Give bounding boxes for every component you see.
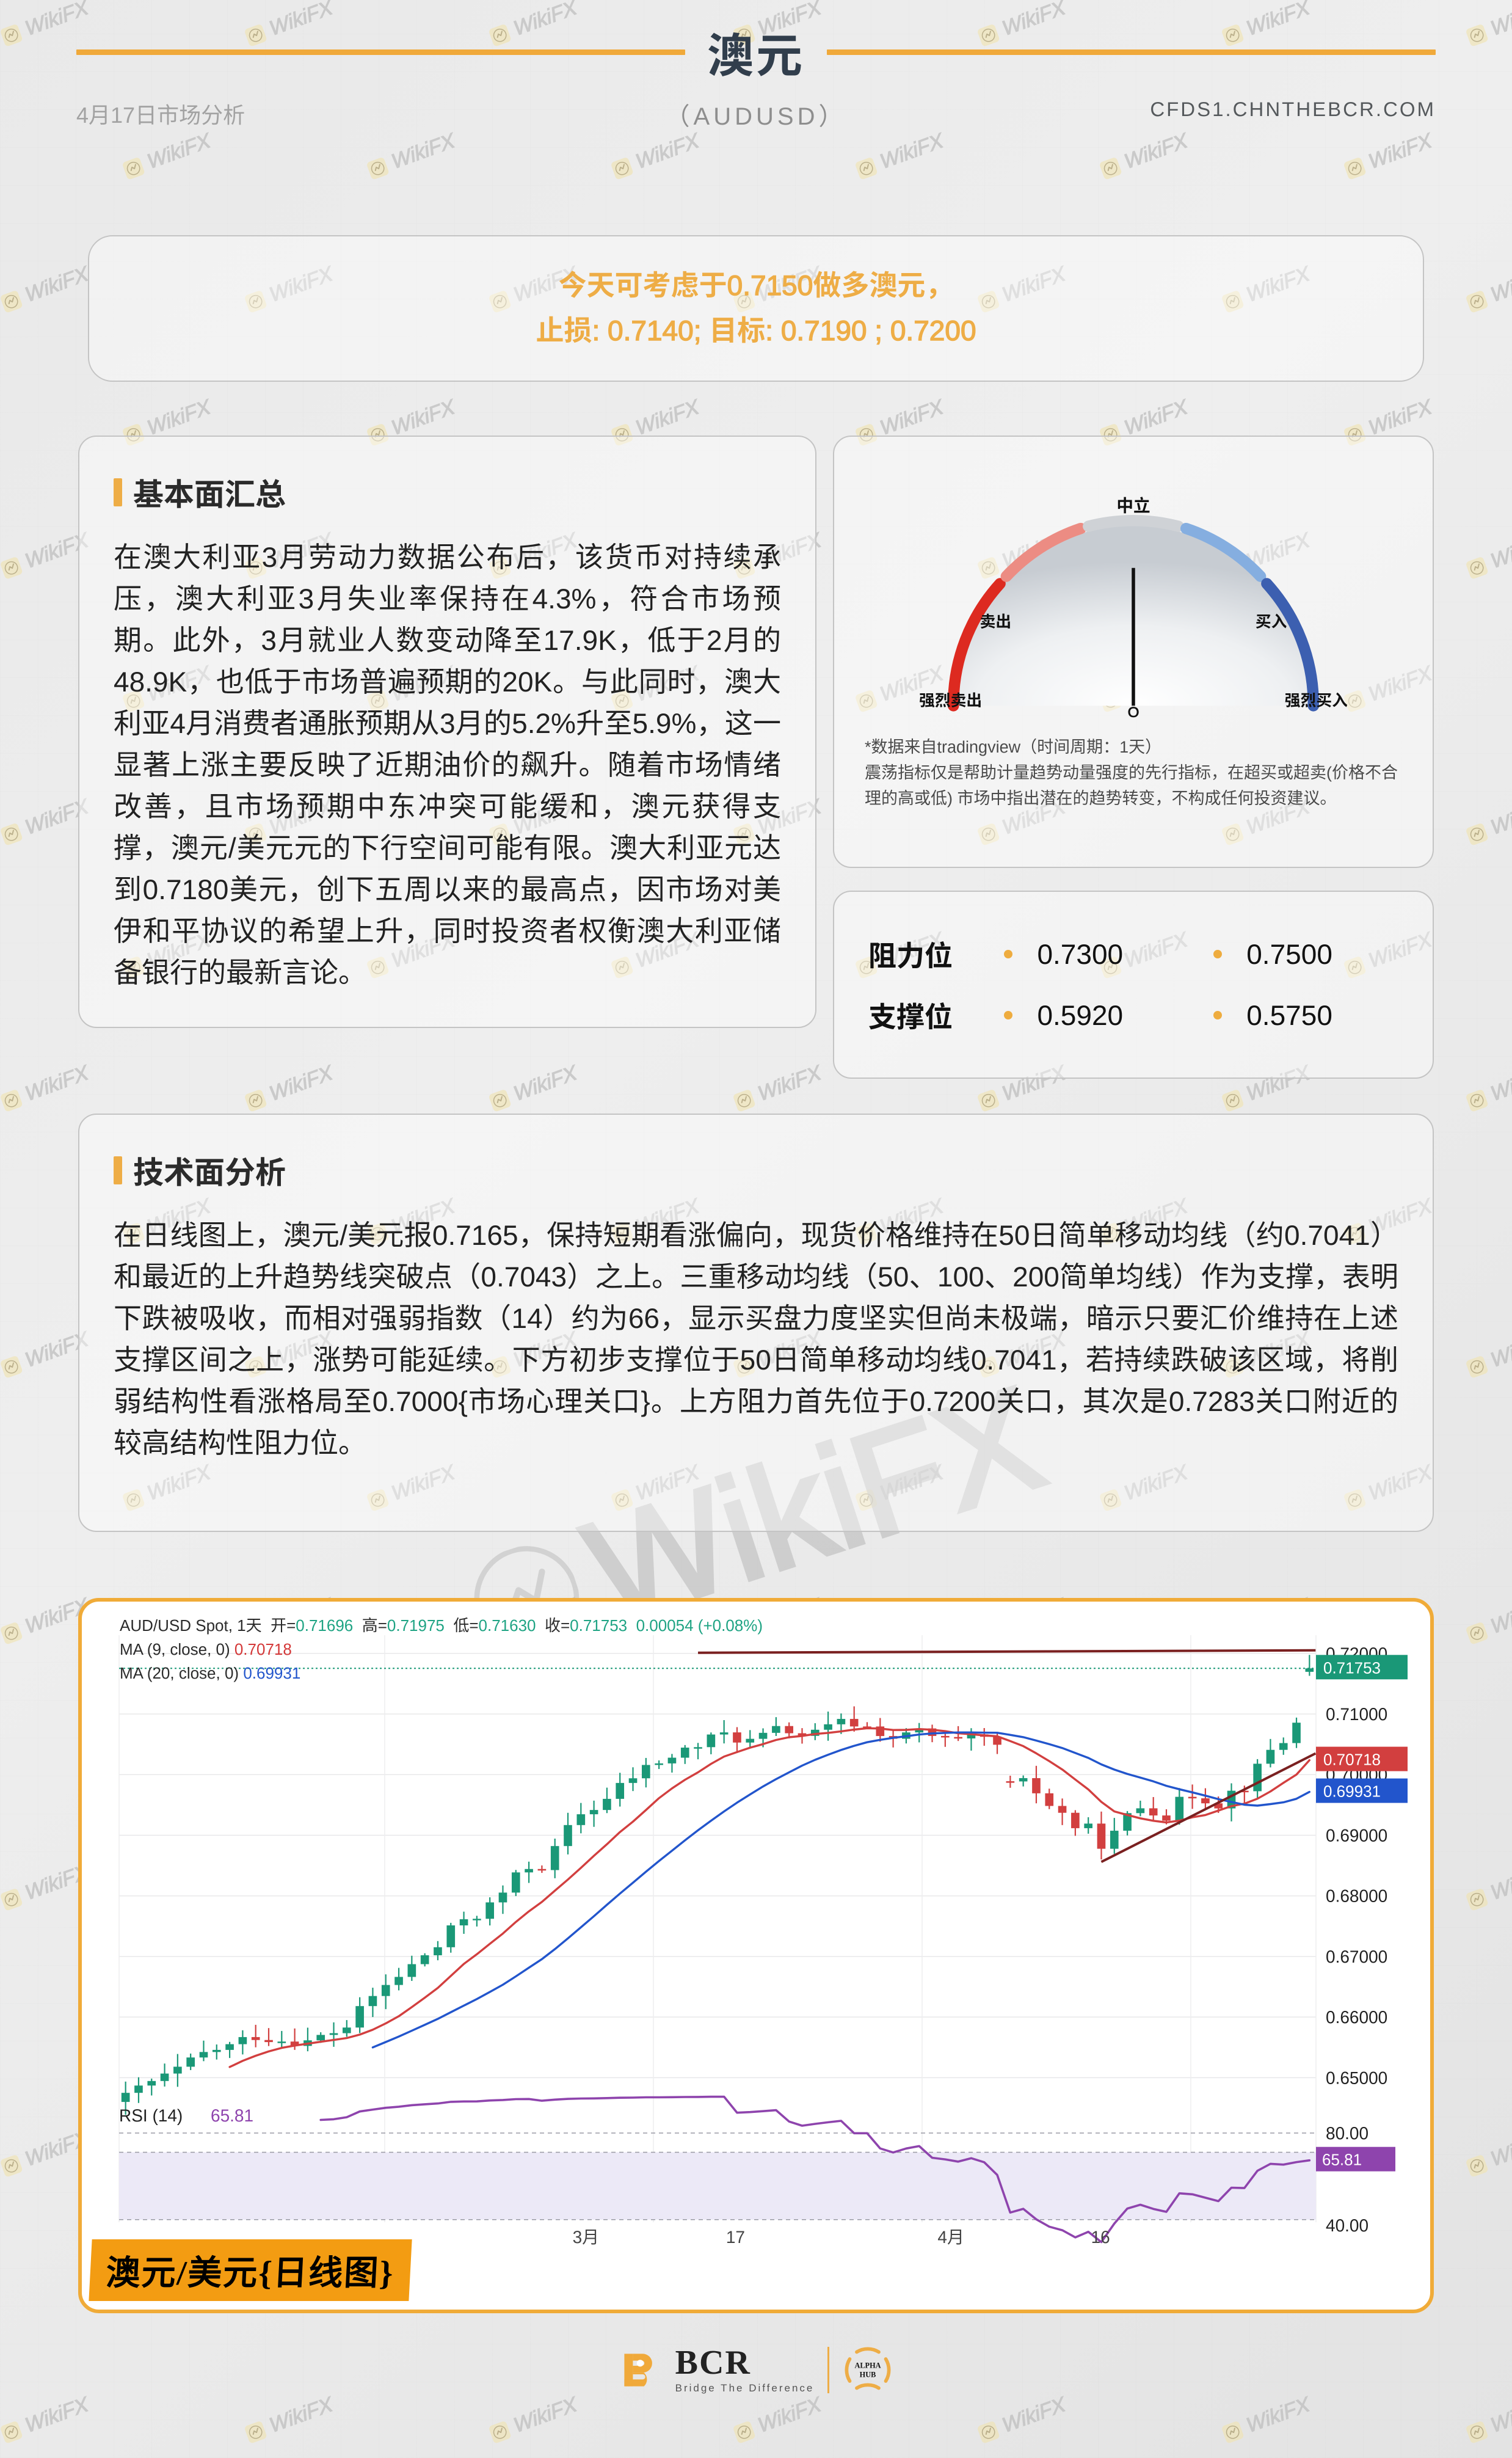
svg-text:0.71000: 0.71000 bbox=[1326, 1705, 1387, 1724]
svg-text:买入: 买入 bbox=[1256, 609, 1287, 632]
svg-text:0.70718: 0.70718 bbox=[1323, 1751, 1381, 1769]
svg-text:0.67000: 0.67000 bbox=[1326, 1947, 1387, 1966]
svg-text:17: 17 bbox=[726, 2228, 745, 2247]
svg-text:0.66000: 0.66000 bbox=[1326, 2008, 1387, 2027]
svg-text:0.69931: 0.69931 bbox=[1323, 1782, 1381, 1801]
svg-text:0.71753: 0.71753 bbox=[1323, 1658, 1381, 1677]
svg-text:0.65000: 0.65000 bbox=[1326, 2068, 1387, 2087]
svg-text:65.81: 65.81 bbox=[211, 2106, 253, 2125]
svg-text:3月: 3月 bbox=[573, 2228, 600, 2247]
svg-text:强烈卖出: 强烈卖出 bbox=[920, 688, 982, 710]
svg-text:中立: 中立 bbox=[1116, 492, 1150, 517]
svg-text:0.68000: 0.68000 bbox=[1326, 1887, 1387, 1906]
svg-text:65.81: 65.81 bbox=[1322, 2151, 1362, 2169]
svg-text:0.69000: 0.69000 bbox=[1326, 1826, 1387, 1845]
svg-text:卖出: 卖出 bbox=[980, 609, 1012, 632]
svg-text:RSI (14): RSI (14) bbox=[119, 2106, 183, 2125]
svg-text:HUB: HUB bbox=[860, 2370, 876, 2379]
svg-text:4月: 4月 bbox=[937, 2228, 964, 2247]
svg-text:O: O bbox=[1128, 704, 1139, 721]
svg-text:强烈买入: 强烈买入 bbox=[1285, 688, 1347, 710]
svg-text:40.00: 40.00 bbox=[1326, 2216, 1368, 2235]
svg-text:ALPHA: ALPHA bbox=[855, 2361, 881, 2370]
svg-text:16: 16 bbox=[1091, 2228, 1110, 2247]
svg-text:80.00: 80.00 bbox=[1326, 2124, 1368, 2143]
